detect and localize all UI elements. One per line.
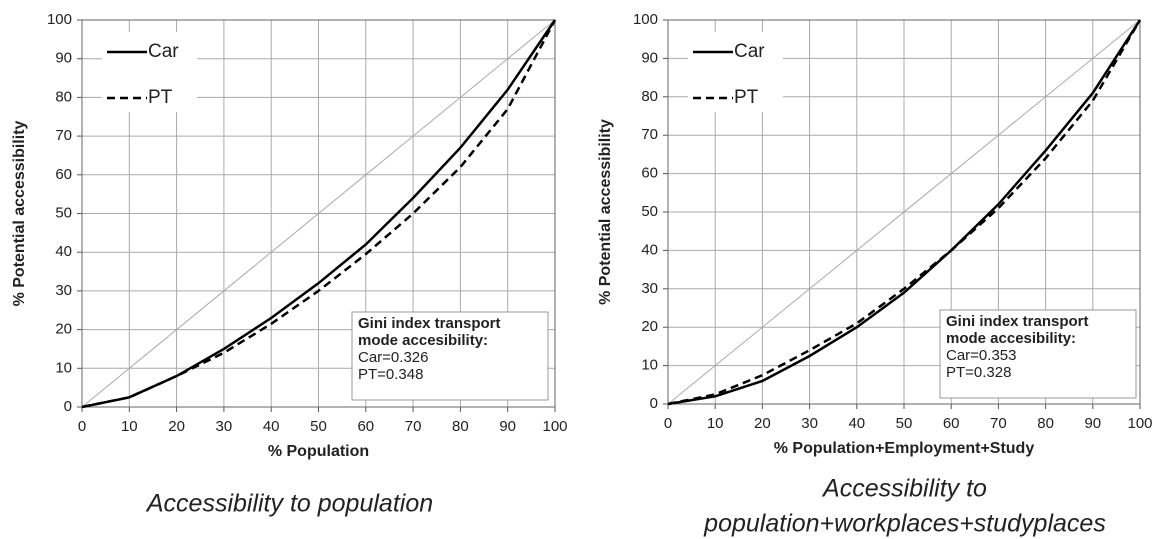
x-tick-label: 100 (1127, 415, 1152, 432)
x-tick-label: 20 (754, 415, 771, 432)
annotation-title: mode accesibility: (358, 332, 488, 349)
y-tick-label: 10 (55, 359, 72, 376)
legend-label: PT (734, 87, 759, 108)
x-tick-label: 10 (707, 415, 724, 432)
y-tick-label: 70 (641, 126, 658, 143)
x-tick-label: 10 (121, 418, 138, 435)
series-line (81, 19, 557, 409)
y-tick-label: 30 (55, 282, 72, 299)
x-tick-label: 80 (452, 418, 469, 435)
annotation-line: Car=0.326 (358, 349, 428, 366)
annotation-title: mode accesibility: (946, 330, 1076, 347)
y-tick-label: 100 (633, 11, 658, 28)
legend-box (102, 32, 197, 112)
x-tick-label: 80 (1037, 415, 1054, 432)
annotation-title: Gini index transport (358, 315, 501, 332)
x-tick-label: 30 (801, 415, 818, 432)
y-tick-label: 40 (55, 243, 72, 260)
x-tick-label: 40 (848, 415, 865, 432)
y-tick-label: 90 (55, 50, 72, 67)
y-tick-label: 0 (64, 398, 72, 415)
x-tick-label: 70 (405, 418, 422, 435)
caption: Accessibility to population (145, 490, 433, 518)
legend-label: Car (734, 41, 765, 62)
x-tick-label: 0 (78, 418, 86, 435)
y-tick-label: 0 (650, 395, 658, 412)
legend-label: Car (148, 41, 179, 62)
x-tick-label: 60 (943, 415, 960, 432)
equality-line (81, 19, 556, 408)
annotation-line: Car=0.353 (946, 347, 1016, 364)
annotation-line: PT=0.328 (946, 364, 1011, 381)
caption: Accessibility to (821, 475, 987, 503)
equality-line (667, 19, 1141, 405)
y-tick-label: 80 (55, 88, 72, 105)
series-line (667, 19, 1142, 406)
y-tick-label: 70 (55, 127, 72, 144)
annotation-box (939, 309, 1137, 399)
x-tick-label: 50 (896, 415, 913, 432)
y-tick-label: 10 (641, 357, 658, 374)
x-axis-label: % Population+Employment+Study (774, 440, 1035, 457)
legend-label: PT (148, 87, 173, 108)
plot-frame (667, 19, 1141, 405)
y-tick-label: 40 (641, 241, 658, 258)
x-tick-label: 40 (263, 418, 280, 435)
y-tick-label: 60 (641, 165, 658, 182)
x-tick-label: 90 (1084, 415, 1101, 432)
y-tick-label: 50 (641, 203, 658, 220)
y-tick-label: 90 (641, 49, 658, 66)
annotation-line: PT=0.348 (358, 366, 423, 383)
x-tick-label: 50 (310, 418, 327, 435)
y-tick-label: 20 (55, 321, 72, 338)
annotation-box (351, 311, 549, 401)
y-axis-label: % Potential accessibility (597, 119, 614, 305)
x-tick-label: 20 (168, 418, 185, 435)
x-axis-label: % Population (268, 443, 369, 460)
y-tick-label: 30 (641, 280, 658, 297)
x-tick-label: 0 (664, 415, 672, 432)
y-tick-label: 20 (641, 318, 658, 335)
y-axis-label: % Potential accessibility (11, 120, 28, 306)
x-tick-label: 70 (990, 415, 1007, 432)
y-tick-label: 80 (641, 88, 658, 105)
y-tick-label: 60 (55, 166, 72, 183)
x-tick-label: 60 (357, 418, 374, 435)
series-line (667, 19, 1142, 406)
caption: population+workplaces+studyplaces (703, 510, 1106, 538)
x-tick-label: 100 (542, 418, 567, 435)
plot-frame (81, 19, 556, 408)
x-tick-label: 90 (499, 418, 516, 435)
annotation-title: Gini index transport (946, 313, 1089, 330)
legend-box (688, 32, 783, 112)
y-tick-label: 100 (47, 11, 72, 28)
x-tick-label: 30 (216, 418, 233, 435)
y-tick-label: 50 (55, 204, 72, 221)
